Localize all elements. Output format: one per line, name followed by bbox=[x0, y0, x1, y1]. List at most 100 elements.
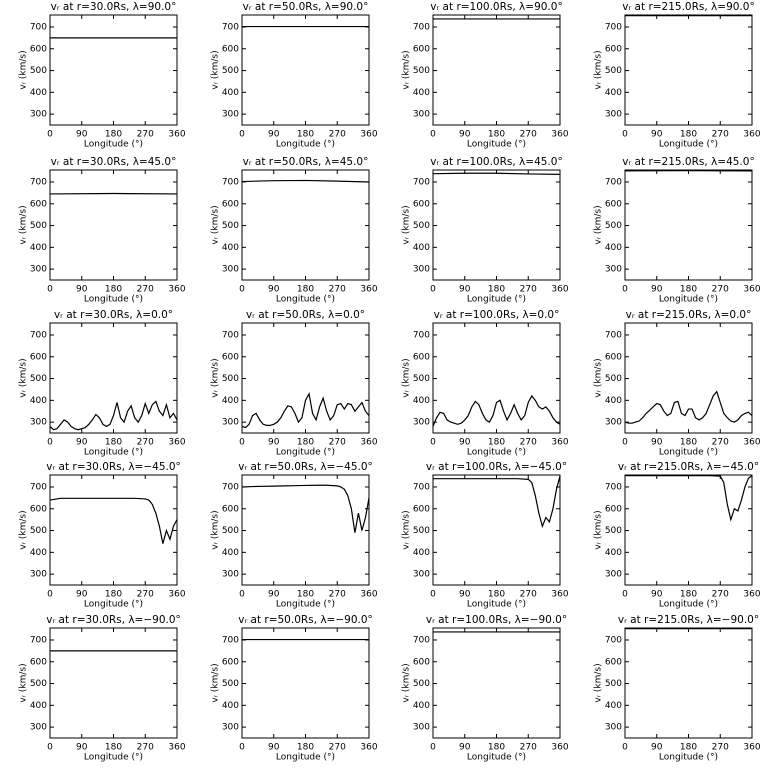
y-axis-label: vᵣ (km/s) bbox=[594, 663, 604, 702]
plot-frame bbox=[624, 474, 753, 586]
y-tick-label: 500 bbox=[30, 66, 47, 76]
y-tick-label: 700 bbox=[413, 22, 430, 32]
x-tick-label: 180 bbox=[105, 438, 122, 448]
x-tick-label: 90 bbox=[268, 285, 280, 295]
x-tick-label: 180 bbox=[680, 590, 697, 600]
y-tick-label: 500 bbox=[30, 526, 47, 536]
x-tick-label: 270 bbox=[712, 590, 729, 600]
x-tick-label: 0 bbox=[622, 130, 628, 140]
x-axis-label: Longitude (°) bbox=[276, 448, 335, 458]
y-tick-label: 500 bbox=[605, 374, 622, 384]
chart-title: vᵣ at r=50.0Rs, λ=45.0° bbox=[243, 156, 369, 168]
y-tick-label: 500 bbox=[30, 221, 47, 231]
x-axis-label: Longitude (°) bbox=[276, 295, 335, 305]
data-line bbox=[241, 484, 370, 533]
x-tick-label: 180 bbox=[488, 590, 505, 600]
plot-frame bbox=[49, 474, 178, 586]
y-tick-label: 700 bbox=[222, 482, 239, 492]
x-tick-label: 270 bbox=[137, 285, 154, 295]
x-tick-label: 90 bbox=[268, 743, 280, 753]
y-tick-label: 300 bbox=[30, 265, 47, 275]
x-tick-label: 90 bbox=[651, 285, 663, 295]
chart-title: vᵣ at r=100.0Rs, λ=45.0° bbox=[430, 156, 562, 168]
chart-title: vᵣ at r=215.0Rs, λ=0.0° bbox=[626, 309, 752, 321]
x-tick-label: 270 bbox=[520, 130, 537, 140]
x-tick-label: 90 bbox=[268, 438, 280, 448]
x-axis-label: Longitude (°) bbox=[276, 600, 335, 610]
y-tick-label: 700 bbox=[30, 330, 47, 340]
x-tick-label: 360 bbox=[168, 590, 185, 600]
y-tick-label: 300 bbox=[222, 723, 239, 733]
y-tick-label: 500 bbox=[222, 526, 239, 536]
x-tick-label: 270 bbox=[329, 130, 346, 140]
y-tick-label: 600 bbox=[605, 352, 622, 362]
plot-frame bbox=[432, 474, 561, 586]
x-tick-label: 90 bbox=[268, 130, 280, 140]
x-tick-label: 0 bbox=[239, 743, 245, 753]
x-tick-label: 360 bbox=[360, 438, 377, 448]
chart-title: vᵣ at r=30.0Rs, λ=45.0° bbox=[51, 156, 177, 168]
x-tick-label: 0 bbox=[239, 285, 245, 295]
y-tick-label: 400 bbox=[30, 396, 47, 406]
chart-title: vᵣ at r=50.0Rs, λ=0.0° bbox=[246, 309, 365, 321]
y-tick-label: 300 bbox=[605, 570, 622, 580]
x-tick-label: 90 bbox=[459, 590, 471, 600]
y-tick-label: 600 bbox=[413, 352, 430, 362]
y-axis-label: vᵣ (km/s) bbox=[19, 205, 29, 244]
y-tick-label: 500 bbox=[605, 66, 622, 76]
x-tick-label: 360 bbox=[168, 438, 185, 448]
x-axis-label: Longitude (°) bbox=[84, 140, 143, 150]
y-tick-label: 600 bbox=[222, 199, 239, 209]
chart-title: vᵣ at r=50.0Rs, λ=−45.0° bbox=[238, 461, 373, 473]
y-tick-label: 700 bbox=[30, 22, 47, 32]
x-tick-label: 90 bbox=[76, 743, 88, 753]
plot-frame bbox=[241, 627, 370, 739]
y-tick-label: 500 bbox=[30, 374, 47, 384]
x-axis-label: Longitude (°) bbox=[84, 600, 143, 610]
y-tick-label: 400 bbox=[413, 396, 430, 406]
y-tick-label: 400 bbox=[605, 548, 622, 558]
chart-title: vᵣ at r=100.0Rs, λ=90.0° bbox=[430, 1, 562, 13]
y-tick-label: 300 bbox=[30, 570, 47, 580]
y-tick-label: 600 bbox=[222, 504, 239, 514]
chart-title: vᵣ at r=30.0Rs, λ=0.0° bbox=[54, 309, 173, 321]
x-tick-label: 0 bbox=[47, 285, 53, 295]
y-axis-label: vᵣ (km/s) bbox=[402, 205, 412, 244]
chart-title: vᵣ at r=215.0Rs, λ=90.0° bbox=[622, 1, 754, 13]
x-tick-label: 180 bbox=[297, 130, 314, 140]
y-tick-label: 300 bbox=[413, 418, 430, 428]
x-axis-label: Longitude (°) bbox=[276, 753, 335, 763]
x-axis-label: Longitude (°) bbox=[467, 448, 526, 458]
y-axis-label: vᵣ (km/s) bbox=[211, 358, 221, 397]
y-tick-label: 600 bbox=[605, 504, 622, 514]
y-tick-label: 700 bbox=[222, 635, 239, 645]
y-tick-label: 700 bbox=[605, 635, 622, 645]
x-tick-label: 180 bbox=[680, 438, 697, 448]
x-tick-label: 360 bbox=[360, 285, 377, 295]
y-tick-label: 300 bbox=[413, 110, 430, 120]
chart-title: vᵣ at r=100.0Rs, λ=0.0° bbox=[434, 309, 560, 321]
y-tick-label: 400 bbox=[605, 701, 622, 711]
data-line bbox=[432, 394, 561, 427]
y-tick-label: 400 bbox=[413, 243, 430, 253]
y-axis-label: vᵣ (km/s) bbox=[402, 663, 412, 702]
x-tick-label: 0 bbox=[239, 438, 245, 448]
y-tick-label: 400 bbox=[222, 243, 239, 253]
x-tick-label: 180 bbox=[105, 285, 122, 295]
y-tick-label: 700 bbox=[605, 330, 622, 340]
data-line bbox=[624, 390, 753, 424]
x-tick-label: 0 bbox=[622, 743, 628, 753]
y-axis-label: vᵣ (km/s) bbox=[19, 663, 29, 702]
x-tick-label: 360 bbox=[551, 285, 568, 295]
y-tick-label: 300 bbox=[30, 418, 47, 428]
x-tick-label: 270 bbox=[712, 130, 729, 140]
x-tick-label: 90 bbox=[651, 590, 663, 600]
y-tick-label: 400 bbox=[222, 701, 239, 711]
x-tick-label: 270 bbox=[329, 590, 346, 600]
y-tick-label: 600 bbox=[605, 657, 622, 667]
x-tick-label: 0 bbox=[47, 438, 53, 448]
y-tick-label: 700 bbox=[30, 482, 47, 492]
y-axis-label: vᵣ (km/s) bbox=[19, 358, 29, 397]
x-tick-label: 360 bbox=[551, 130, 568, 140]
x-axis-label: Longitude (°) bbox=[467, 140, 526, 150]
